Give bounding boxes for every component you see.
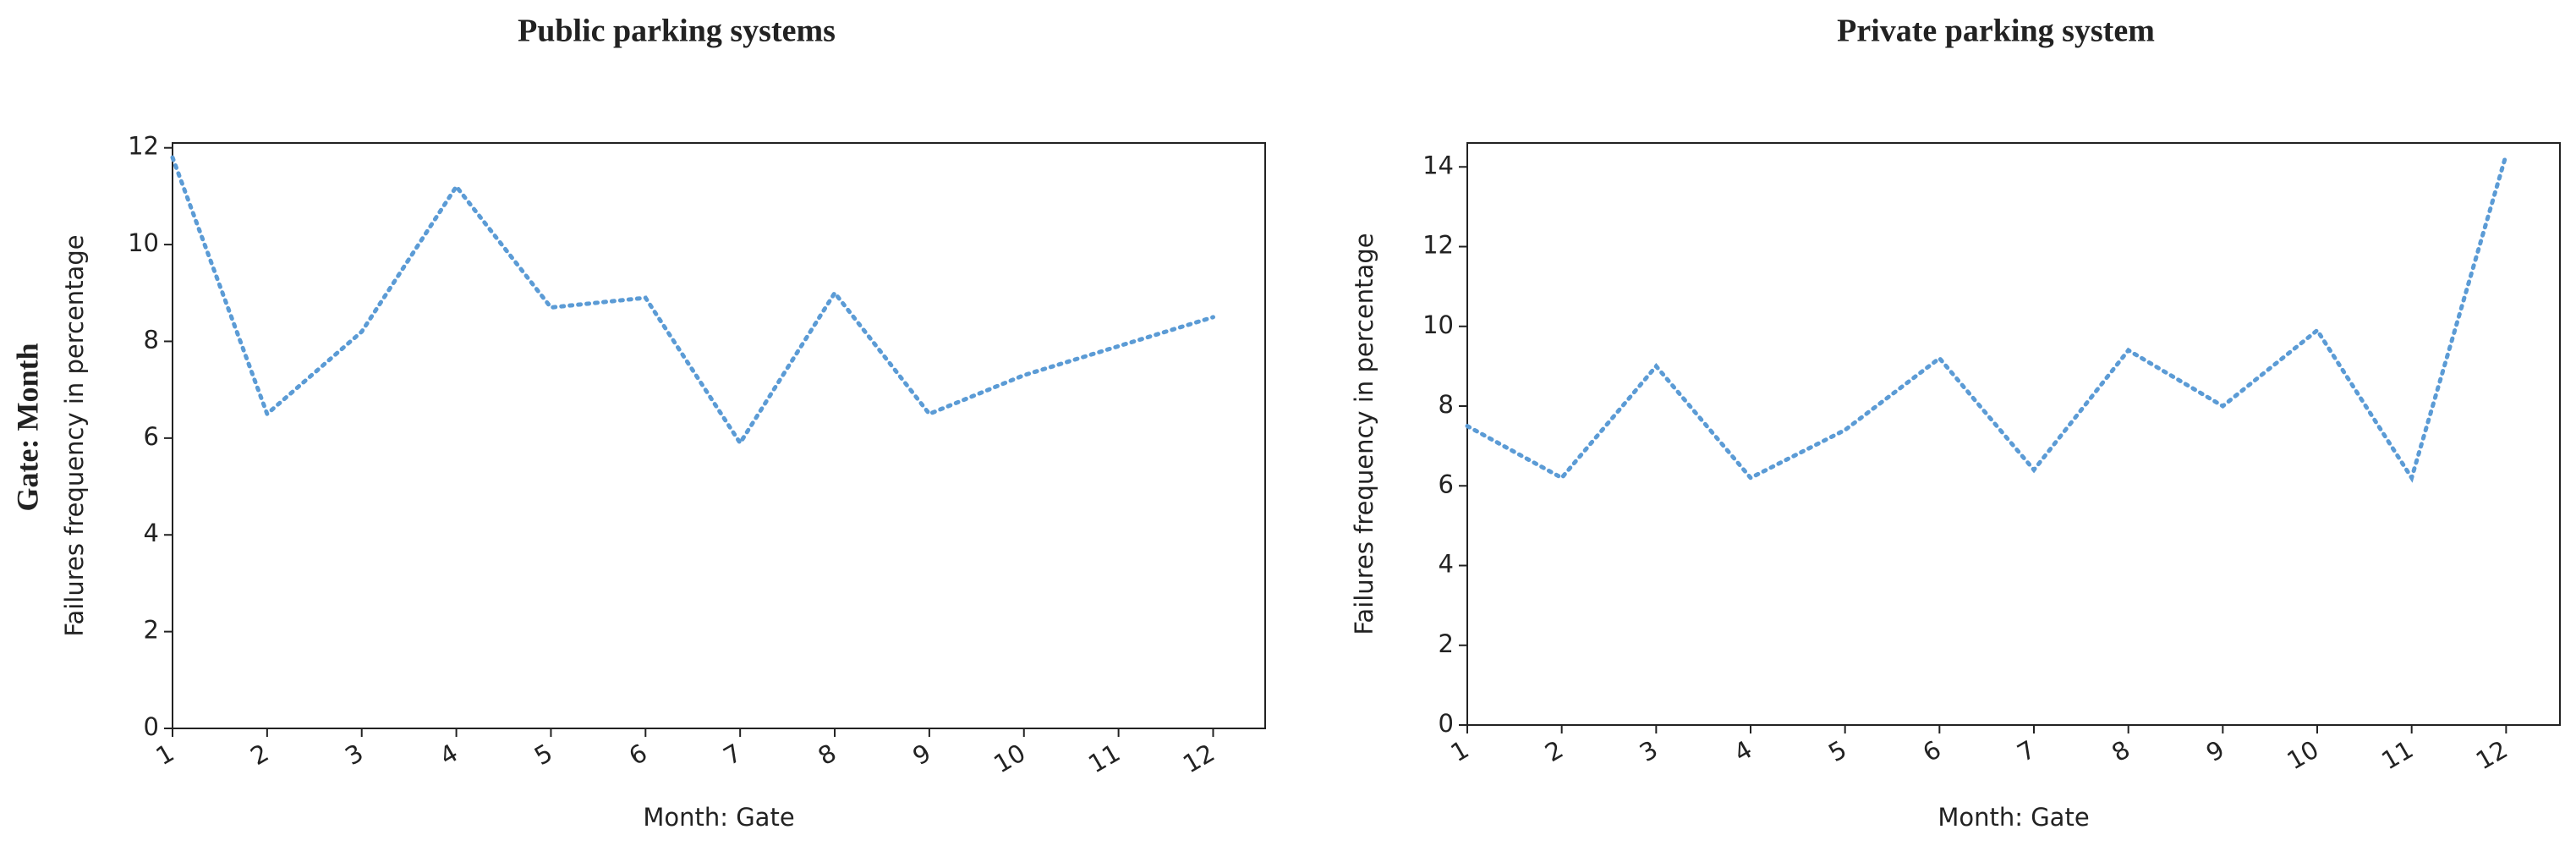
y-tick-label: 10 [128,228,159,257]
x-tick-label: 11 [1083,739,1125,779]
x-tick-label: 4 [435,739,463,772]
x-tick-label: 5 [529,739,557,772]
x-tick-label: 6 [624,739,652,772]
y-tick-label: 0 [1439,709,1454,738]
x-tick-label: 10 [2283,735,2324,776]
y-tick-label: 8 [144,325,159,354]
y-axis-label: Failures frequency in percentage [1350,233,1378,634]
data-line [1465,152,2508,483]
x-tick-label: 3 [1635,735,1663,768]
plot-frame [172,142,1266,729]
annotation: Gate: Month [10,343,44,512]
x-tick-label: 8 [2107,735,2135,768]
y-tick-label: 8 [1439,390,1454,419]
y-tick-label: 10 [1422,310,1454,339]
x-tick-label: 7 [2013,735,2041,768]
y-tick-label: 6 [144,422,159,451]
plot-frame [1466,142,2561,726]
x-tick-label: 2 [245,739,273,772]
y-tick-label: 4 [1439,550,1454,579]
x-tick-label: 7 [719,739,747,772]
x-tick-label: 1 [151,739,179,772]
y-tick-label: 2 [144,616,159,645]
y-tick-label: 14 [1422,151,1454,179]
chart-title: Private parking system [1837,14,2155,49]
x-tick-label: 1 [1446,735,1474,768]
x-tick-label: 8 [814,739,841,772]
x-tick-label: 6 [1918,735,1946,768]
x-axis-label: Month: Gate [643,803,794,832]
x-tick-label: 9 [2201,735,2229,768]
x-tick-label: 5 [1823,735,1851,768]
x-tick-label: 11 [2376,735,2418,776]
x-tick-label: 2 [1540,735,1568,768]
data-line [170,155,1215,448]
x-axis-label: Month: Gate [1937,803,2089,832]
x-tick-label: 12 [1178,739,1219,779]
y-tick-label: 12 [1422,231,1454,260]
x-tick-label: 12 [2471,735,2513,776]
y-tick-label: 6 [1439,470,1454,498]
y-tick-label: 12 [128,132,159,161]
x-tick-label: 4 [1729,735,1757,768]
y-tick-label: 0 [144,712,159,741]
chart-title: Public parking systems [518,14,836,49]
x-tick-label: 9 [907,739,935,772]
x-tick-label: 3 [340,739,368,772]
y-tick-label: 4 [144,519,159,547]
y-axis-label: Failures frequency in percentage [60,234,89,636]
y-tick-label: 2 [1439,629,1454,658]
x-tick-label: 10 [989,739,1030,779]
